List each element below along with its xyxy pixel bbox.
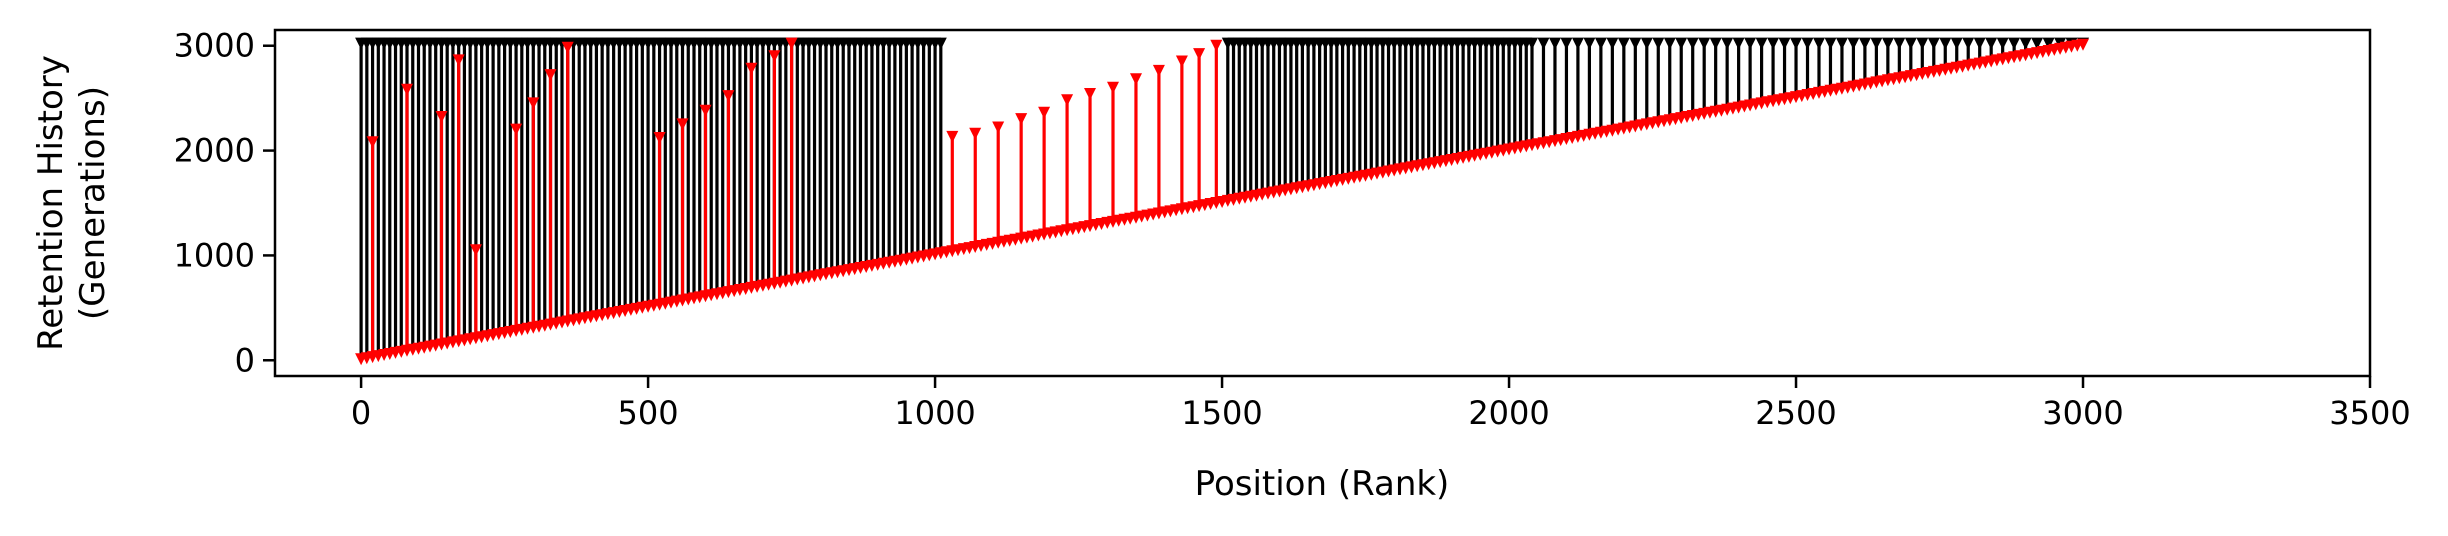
plot-frame <box>273 28 2372 378</box>
stem-black <box>1652 37 1665 124</box>
stem-red-peak <box>1084 88 1096 228</box>
stem-red-peak <box>561 41 574 323</box>
stem-red-peak <box>992 121 1005 244</box>
y-tick-label: 0 <box>235 341 255 379</box>
plot-area <box>355 37 2089 366</box>
stem-red-peak <box>510 123 523 332</box>
y-axis-label-line-2: (Generations) <box>73 86 113 320</box>
stem-red-peak <box>469 244 482 340</box>
stem-red-peak <box>366 136 379 359</box>
stem-black <box>1675 37 1688 120</box>
stem-red-peak <box>653 132 666 306</box>
y-axis-label-line-1: Retention History <box>31 55 71 351</box>
stem-red-peak <box>785 37 798 282</box>
stem-black <box>934 37 947 255</box>
y-tick-label: 1000 <box>174 236 255 274</box>
stem-black <box>1629 37 1642 128</box>
stem-black <box>1686 37 1699 118</box>
stem-red-peak <box>699 104 712 298</box>
stem-black <box>1824 37 1837 92</box>
stem-black <box>1640 37 1653 126</box>
stem-black <box>1606 37 1619 132</box>
stem-black <box>1617 37 1630 130</box>
stem-red-peak <box>722 90 735 294</box>
x-axis: 0 500 1000 1500 2000 2500 3000 3500 <box>351 376 2411 432</box>
stem-red-peak <box>1015 113 1028 240</box>
stem-red-peak <box>452 54 465 343</box>
stem-black <box>1801 37 1814 97</box>
stem-black <box>1790 37 1802 99</box>
stem-black <box>1755 37 1768 105</box>
stem-red-peak <box>768 50 781 285</box>
stem-black <box>1732 37 1745 109</box>
stem-black <box>1847 37 1860 88</box>
x-tick-label: 1500 <box>1181 394 1262 432</box>
stem-red-peak <box>544 69 557 326</box>
stem-black <box>1744 37 1757 107</box>
y-tick-label: 3000 <box>174 27 255 65</box>
stem-red-peak <box>1130 73 1142 219</box>
stem-black <box>1583 37 1596 136</box>
stem-black <box>1537 37 1550 145</box>
x-tick-label: 0 <box>351 394 371 432</box>
stem-black <box>1709 37 1722 113</box>
stem-black <box>1663 37 1676 122</box>
stem-black <box>1549 37 1561 143</box>
x-tick-label: 500 <box>618 394 679 432</box>
stem-black <box>1767 37 1780 103</box>
stem-red-peak <box>401 83 413 352</box>
x-tick-label: 1000 <box>894 394 975 432</box>
x-tick-label: 3000 <box>2042 394 2123 432</box>
stem-red-peak <box>969 127 982 249</box>
x-tick-label: 2000 <box>1468 394 1549 432</box>
stem-red-peak <box>1193 48 1206 208</box>
stem-red-peak <box>435 111 448 346</box>
stem-red-peak <box>527 97 540 329</box>
stem-black <box>1698 37 1711 115</box>
stem-red-peak <box>1038 106 1051 236</box>
stem-red-peak <box>1061 94 1074 232</box>
stem-black <box>1560 37 1573 141</box>
stem-red-peak <box>1175 55 1188 211</box>
stem-black <box>1778 37 1791 101</box>
y-tick-label: 2000 <box>174 132 255 170</box>
stem-red-peak <box>1107 81 1119 223</box>
stem-red-peak <box>1152 64 1165 215</box>
stem-red-peak <box>745 62 758 289</box>
x-axis-label: Position (Rank) <box>1195 464 1450 504</box>
stem-black <box>1721 37 1734 111</box>
stem-black <box>1526 37 1538 147</box>
x-tick-label: 3500 <box>2329 394 2410 432</box>
stem-red-peak <box>1210 39 1223 205</box>
stem-black <box>1571 37 1584 138</box>
y-axis: 0 1000 2000 3000 <box>174 27 275 379</box>
stem-red-peak <box>676 118 689 302</box>
stem-black <box>1594 37 1607 134</box>
stem-black <box>1813 37 1825 94</box>
x-tick-label: 2500 <box>1755 394 1836 432</box>
stem-red <box>2077 38 2089 51</box>
stem-red-peak <box>946 130 959 253</box>
